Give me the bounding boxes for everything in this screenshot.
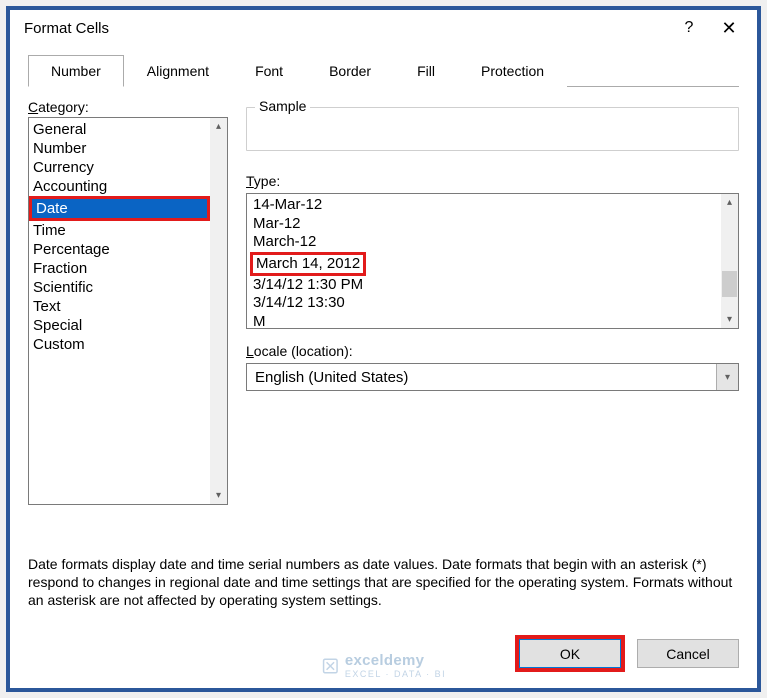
type-item-0[interactable]: 14-Mar-12	[253, 196, 721, 215]
annotation-frame: Format Cells ? ✕ Number Alignment Font B…	[6, 6, 761, 692]
tab-strip: Number Alignment Font Border Fill Protec…	[28, 54, 739, 87]
scroll-down-icon[interactable]: ▾	[721, 311, 738, 328]
category-item-percentage[interactable]: Percentage	[29, 240, 210, 259]
help-icon[interactable]: ?	[669, 19, 709, 37]
scroll-up-icon[interactable]: ▴	[721, 194, 738, 211]
sample-box: Sample	[246, 107, 739, 151]
category-listbox[interactable]: General Number Currency Accounting Date …	[28, 117, 228, 505]
category-item-special[interactable]: Special	[29, 316, 210, 335]
locale-value: English (United States)	[247, 369, 716, 386]
close-icon[interactable]: ✕	[709, 18, 749, 39]
type-item-5[interactable]: 3/14/12 13:30	[253, 294, 721, 313]
scroll-thumb[interactable]	[722, 271, 737, 297]
tab-font[interactable]: Font	[232, 55, 306, 87]
sample-label: Sample	[255, 98, 310, 114]
category-item-fraction[interactable]: Fraction	[29, 259, 210, 278]
type-listbox[interactable]: 14-Mar-12 Mar-12 March-12 March 14, 2012…	[246, 193, 739, 329]
tab-number[interactable]: Number	[28, 55, 124, 87]
category-item-custom[interactable]: Custom	[29, 335, 210, 354]
tab-fill[interactable]: Fill	[394, 55, 458, 87]
cancel-button[interactable]: Cancel	[637, 639, 739, 668]
category-item-date[interactable]: Date	[32, 199, 207, 218]
category-item-text[interactable]: Text	[29, 297, 210, 316]
ok-button-highlight: OK	[515, 635, 625, 672]
tab-border[interactable]: Border	[306, 55, 394, 87]
category-item-accounting[interactable]: Accounting	[29, 177, 210, 196]
locale-label: Locale (location):	[246, 343, 739, 359]
type-item-3[interactable]: March 14, 2012	[250, 252, 366, 276]
category-items: General Number Currency Accounting Date …	[29, 118, 210, 504]
category-item-time[interactable]: Time	[29, 221, 210, 240]
tab-alignment[interactable]: Alignment	[124, 55, 232, 87]
category-item-number[interactable]: Number	[29, 139, 210, 158]
type-label: Type:	[246, 173, 739, 189]
dialog-content: Number Alignment Font Border Fill Protec…	[10, 46, 757, 623]
titlebar: Format Cells ? ✕	[10, 10, 757, 46]
chevron-down-icon[interactable]: ▾	[716, 364, 738, 390]
scroll-down-icon[interactable]: ▾	[210, 487, 227, 504]
scroll-up-icon[interactable]: ▴	[210, 118, 227, 135]
type-item-1[interactable]: Mar-12	[253, 215, 721, 234]
format-description: Date formats display date and time seria…	[28, 545, 739, 609]
category-label: Category:	[28, 99, 228, 115]
type-scrollbar[interactable]: ▴ ▾	[721, 194, 738, 328]
type-item-2[interactable]: March-12	[253, 233, 721, 252]
type-items: 14-Mar-12 Mar-12 March-12 March 14, 2012…	[247, 194, 721, 328]
category-item-scientific[interactable]: Scientific	[29, 278, 210, 297]
type-item-6[interactable]: M	[253, 313, 721, 329]
category-item-currency[interactable]: Currency	[29, 158, 210, 177]
category-item-date-highlight: Date	[29, 196, 210, 221]
properties-column: Sample Type: 14-Mar-12 Mar-12 March-12 M…	[246, 99, 739, 545]
main-area: Category: General Number Currency Accoun…	[28, 87, 739, 545]
ok-button[interactable]: OK	[519, 639, 621, 668]
type-item-4[interactable]: 3/14/12 1:30 PM	[253, 276, 721, 295]
tab-protection[interactable]: Protection	[458, 55, 567, 87]
category-item-general[interactable]: General	[29, 120, 210, 139]
dialog-footer: OK Cancel	[10, 623, 757, 688]
locale-select[interactable]: English (United States) ▾	[246, 363, 739, 391]
category-column: Category: General Number Currency Accoun…	[28, 99, 228, 545]
format-cells-dialog: Format Cells ? ✕ Number Alignment Font B…	[10, 10, 757, 688]
category-scrollbar[interactable]: ▴ ▾	[210, 118, 227, 504]
dialog-title: Format Cells	[24, 20, 669, 37]
